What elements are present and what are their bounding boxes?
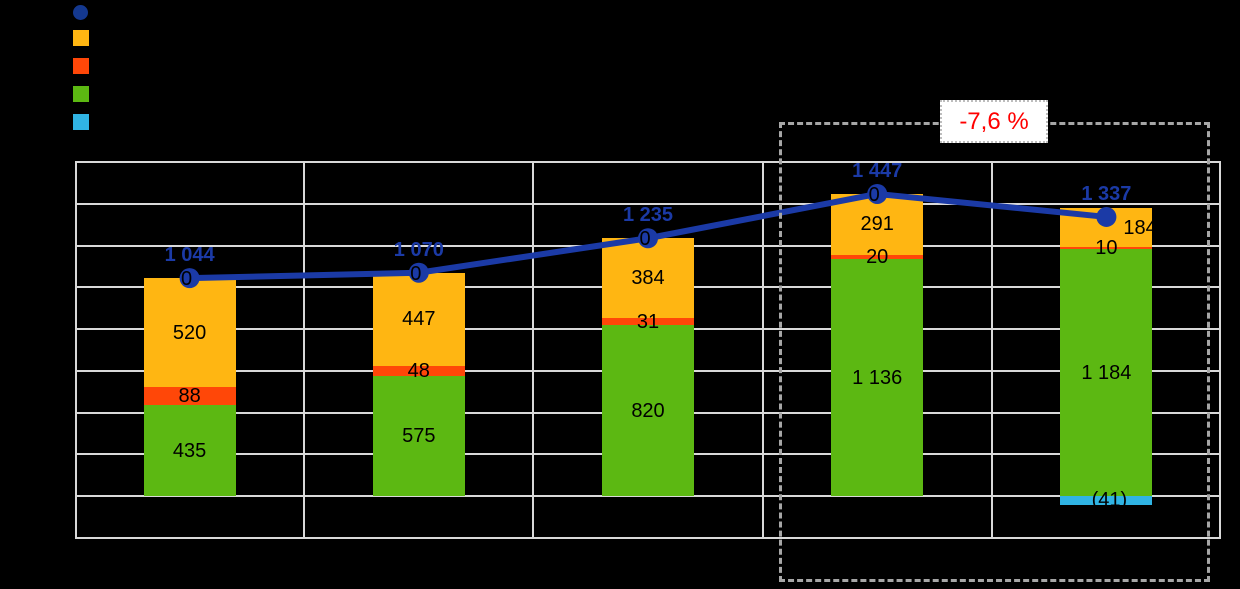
total-value-label: 1 070	[393, 238, 444, 261]
gridline-vertical	[1219, 162, 1221, 538]
bar-value-label: 291	[860, 213, 894, 236]
bar-value-label: (41)	[1091, 489, 1128, 512]
gridline-vertical	[761, 162, 764, 538]
bar-segment-orange	[831, 193, 924, 255]
bar-value-label: 20	[866, 245, 889, 268]
bar-segment-cyan	[1060, 496, 1153, 505]
bar-value-label: 575	[402, 425, 436, 448]
gridline-vertical	[303, 162, 306, 538]
gridline-horizontal	[75, 161, 1221, 163]
bar-segment-orange	[143, 278, 236, 387]
bar-value-label: 447	[402, 308, 436, 331]
legend-marker-line-total-series	[73, 5, 88, 20]
bar-value-label: 820	[631, 399, 665, 422]
bar-segment-red	[602, 318, 694, 325]
bar-value-label: 10	[1095, 236, 1118, 259]
bar-value-label: 1 184	[1081, 361, 1132, 384]
total-value-label: 1 337	[1081, 182, 1132, 205]
bar-segment-green	[602, 324, 694, 497]
bar-value-label: 384	[631, 267, 665, 290]
bar-segment-red	[831, 254, 924, 259]
gridline-vertical	[532, 162, 535, 538]
bar-segment-red	[143, 386, 236, 406]
annotation-box: -7,6 %	[940, 100, 1048, 143]
bar-segment-orange	[602, 238, 694, 319]
bar-segment-red	[372, 366, 465, 377]
bar-value-label: 184	[1123, 216, 1157, 239]
bar-segment-green	[1060, 248, 1153, 497]
gridline-horizontal	[75, 202, 1221, 205]
bar-segment-orange	[372, 272, 465, 367]
total-value-label: 1 447	[852, 159, 903, 182]
bar-value-label: 0	[868, 183, 880, 206]
gridline-vertical	[75, 162, 77, 538]
bar-segment-green	[372, 376, 465, 497]
total-value-label: 1 235	[622, 204, 674, 227]
bar-segment-green	[143, 405, 236, 497]
legend-marker-red-series	[73, 58, 89, 74]
annotation-text: -7,6 %	[959, 107, 1029, 135]
total-line	[179, 183, 1117, 289]
legend-marker-cyan-series	[73, 114, 89, 130]
bar-value-label: 1 136	[852, 366, 903, 389]
gridline-vertical	[990, 162, 993, 538]
plot-area: 435 88 520 0 575 48 447 0 820 31 384 0 1 136 20 291 0 1 …	[75, 159, 1221, 539]
legend-marker-orange-series	[73, 30, 89, 46]
bar-value-label: 520	[172, 321, 207, 344]
bar-value-label: 31	[636, 310, 660, 333]
line-point-marker	[179, 268, 200, 289]
gridline-horizontal	[75, 495, 1221, 498]
line-point-marker	[408, 262, 429, 283]
line-point-marker	[1096, 206, 1117, 227]
gridline-horizontal	[75, 537, 1221, 539]
bar-segment-red	[1060, 246, 1153, 249]
bar-value-label: 0	[639, 228, 651, 251]
bar-value-label: 48	[407, 360, 430, 383]
total-value-label: 1 044	[164, 244, 215, 267]
line-point-marker	[638, 228, 658, 249]
legend	[73, 0, 273, 140]
bar-value-label: 88	[178, 385, 201, 408]
bar-value-label: 0	[181, 268, 193, 291]
line-point-marker	[867, 183, 888, 204]
bar-segment-green	[831, 258, 924, 497]
legend-marker-green-series	[73, 86, 89, 102]
bar-value-label: 0	[410, 262, 422, 285]
bar-value-label: 435	[172, 439, 207, 462]
